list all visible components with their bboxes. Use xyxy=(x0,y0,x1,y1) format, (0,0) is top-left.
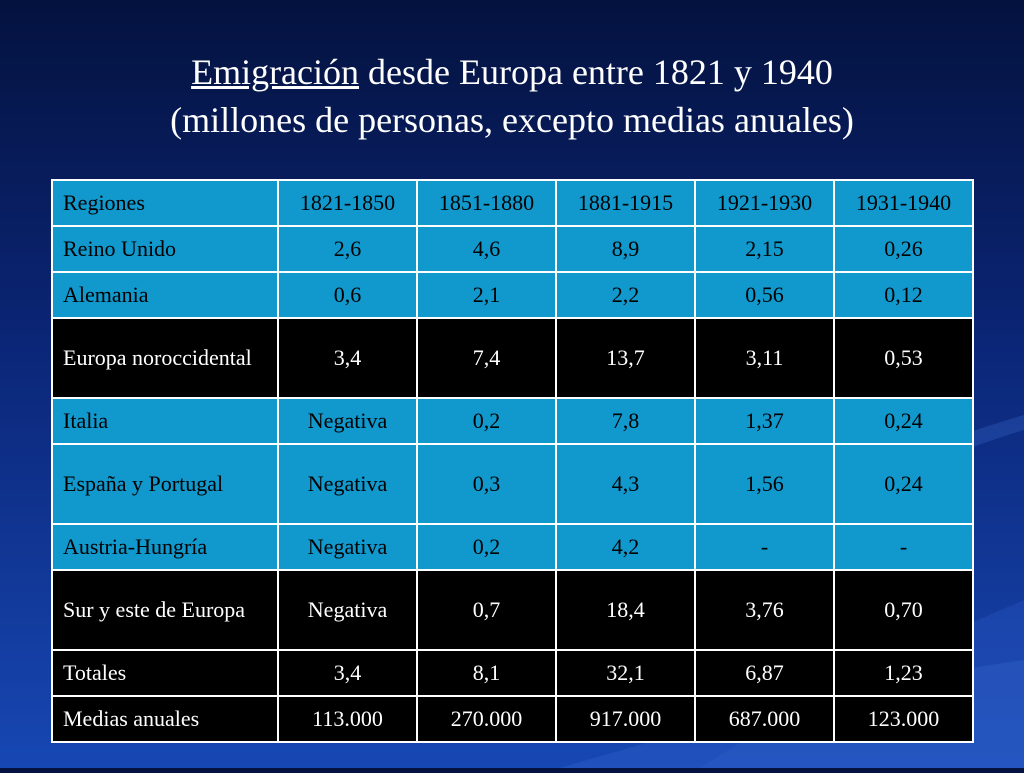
row-label-cell: Austria-Hungría xyxy=(51,523,279,571)
title-underlined-word: Emigración xyxy=(191,52,360,92)
header-cell: 1851-1880 xyxy=(416,179,557,227)
value-cell: 0,53 xyxy=(833,317,974,399)
value-cell: 917.000 xyxy=(555,695,696,743)
value-cell: - xyxy=(833,523,974,571)
value-cell: 270.000 xyxy=(416,695,557,743)
value-cell: 1,56 xyxy=(694,443,835,525)
value-cell: 2,1 xyxy=(416,271,557,319)
value-cell: Negativa xyxy=(277,443,418,525)
value-cell: Negativa xyxy=(277,397,418,445)
value-cell: 7,4 xyxy=(416,317,557,399)
table-row: España y Portugal Negativa 0,3 4,3 1,56 … xyxy=(51,443,974,525)
value-cell: 0,24 xyxy=(833,443,974,525)
value-cell: 1,37 xyxy=(694,397,835,445)
value-cell: 2,15 xyxy=(694,225,835,273)
value-cell: 0,2 xyxy=(416,397,557,445)
value-cell: 3,4 xyxy=(277,317,418,399)
value-cell: 3,76 xyxy=(694,569,835,651)
value-cell: 4,3 xyxy=(555,443,696,525)
value-cell: 4,6 xyxy=(416,225,557,273)
value-cell: 8,1 xyxy=(416,649,557,697)
value-cell: Negativa xyxy=(277,523,418,571)
table-row: Italia Negativa 0,2 7,8 1,37 0,24 xyxy=(51,397,974,445)
title-line2: (millones de personas, excepto medias an… xyxy=(170,100,854,140)
title-line1-rest: desde Europa entre 1821 y 1940 xyxy=(359,52,833,92)
value-cell: 0,12 xyxy=(833,271,974,319)
value-cell: 0,6 xyxy=(277,271,418,319)
value-cell: 0,2 xyxy=(416,523,557,571)
table-row: Totales 3,4 8,1 32,1 6,87 1,23 xyxy=(51,649,974,697)
value-cell: 3,11 xyxy=(694,317,835,399)
row-label-cell: Medias anuales xyxy=(51,695,279,743)
row-label-cell: España y Portugal xyxy=(51,443,279,525)
value-cell: 2,6 xyxy=(277,225,418,273)
table-row: Sur y este de Europa Negativa 0,7 18,4 3… xyxy=(51,569,974,651)
header-cell: 1881-1915 xyxy=(555,179,696,227)
value-cell: 0,3 xyxy=(416,443,557,525)
header-cell: 1921-1930 xyxy=(694,179,835,227)
value-cell: 6,87 xyxy=(694,649,835,697)
value-cell: 0,70 xyxy=(833,569,974,651)
value-cell: 0,56 xyxy=(694,271,835,319)
value-cell: 8,9 xyxy=(555,225,696,273)
table-header-row: Regiones 1821-1850 1851-1880 1881-1915 1… xyxy=(51,179,974,227)
value-cell: 113.000 xyxy=(277,695,418,743)
value-cell: Negativa xyxy=(277,569,418,651)
table-row: Reino Unido 2,6 4,6 8,9 2,15 0,26 xyxy=(51,225,974,273)
table-row: Austria-Hungría Negativa 0,2 4,2 - - xyxy=(51,523,974,571)
value-cell: 0,24 xyxy=(833,397,974,445)
value-cell: 13,7 xyxy=(555,317,696,399)
value-cell: 0,26 xyxy=(833,225,974,273)
value-cell: 7,8 xyxy=(555,397,696,445)
value-cell: 123.000 xyxy=(833,695,974,743)
value-cell: 4,2 xyxy=(555,523,696,571)
value-cell: 687.000 xyxy=(694,695,835,743)
value-cell: 2,2 xyxy=(555,271,696,319)
table-row: Alemania 0,6 2,1 2,2 0,56 0,12 xyxy=(51,271,974,319)
header-cell: Regiones xyxy=(51,179,279,227)
row-label-cell: Reino Unido xyxy=(51,225,279,273)
emigration-table: Regiones 1821-1850 1851-1880 1881-1915 1… xyxy=(51,179,974,743)
header-cell: 1821-1850 xyxy=(277,179,418,227)
row-label-cell: Europa noroccidental xyxy=(51,317,279,399)
table-row: Medias anuales 113.000 270.000 917.000 6… xyxy=(51,695,974,743)
row-label-cell: Italia xyxy=(51,397,279,445)
table-row: Europa noroccidental 3,4 7,4 13,7 3,11 0… xyxy=(51,317,974,399)
value-cell: 32,1 xyxy=(555,649,696,697)
value-cell: 18,4 xyxy=(555,569,696,651)
row-label-cell: Totales xyxy=(51,649,279,697)
value-cell: - xyxy=(694,523,835,571)
page-title: Emigración desde Europa entre 1821 y 194… xyxy=(0,48,1024,144)
value-cell: 3,4 xyxy=(277,649,418,697)
header-cell: 1931-1940 xyxy=(833,179,974,227)
value-cell: 0,7 xyxy=(416,569,557,651)
row-label-cell: Alemania xyxy=(51,271,279,319)
row-label-cell: Sur y este de Europa xyxy=(51,569,279,651)
value-cell: 1,23 xyxy=(833,649,974,697)
